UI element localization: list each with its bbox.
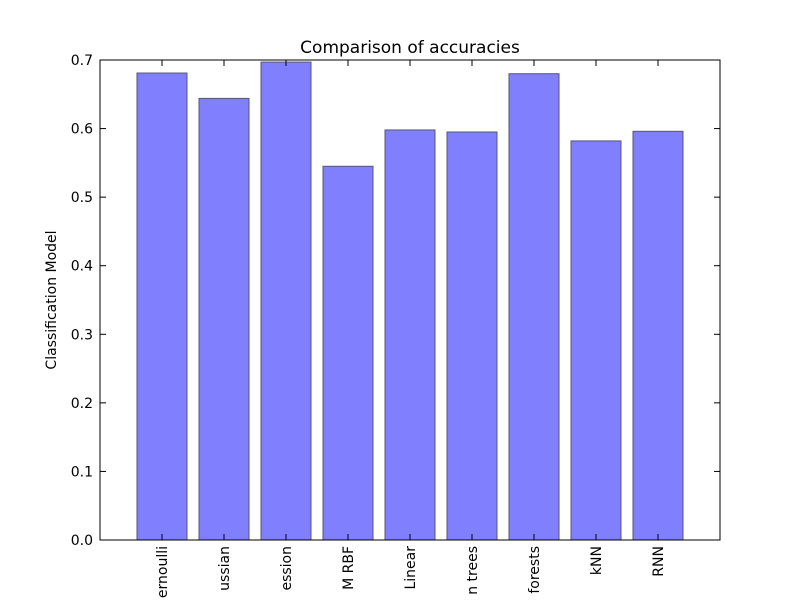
y-axis-label: Classification Model [44, 230, 60, 369]
bar-9 [632, 130, 684, 541]
x-tick-label-3: ession [279, 546, 295, 591]
y-tick-label-3: 0.3 [71, 327, 93, 343]
bars-layer [136, 61, 684, 541]
x-ticks-layer: ernoulli ussian ession M RBF Linear n trees fo… [155, 60, 667, 598]
y-tick-label-6: 0.6 [71, 122, 93, 138]
y-tick-label-1: 0.1 [71, 464, 93, 480]
x-tick-label-9: RNN [651, 546, 667, 577]
x-tick-label-8: kNN [589, 546, 605, 575]
y-tick-label-2: 0.2 [71, 396, 93, 412]
y-tick-label-7: 0.7 [71, 53, 93, 69]
bar-1 [136, 72, 188, 541]
bar-3 [260, 61, 312, 541]
x-tick-label-1: ernoulli [155, 546, 171, 598]
x-tick-label-6: n trees [465, 546, 481, 595]
x-tick-label-2: ussian [217, 546, 233, 591]
x-tick-label-7: forests [527, 546, 543, 594]
bar-7 [508, 73, 560, 541]
bar-6 [446, 131, 498, 541]
x-tick-label-4: M RBF [341, 546, 357, 590]
x-tick-label-5: Linear [403, 546, 419, 590]
y-tick-label-0: 0.0 [71, 533, 93, 549]
y-tick-label-4: 0.4 [71, 259, 93, 275]
bar-8 [570, 140, 622, 541]
bar-4 [322, 165, 374, 541]
bar-5 [384, 129, 436, 541]
y-ticks-layer: 0.0 0.1 0.2 0.3 0.4 0.5 0.6 0.7 [71, 53, 720, 549]
bar-2 [198, 97, 250, 541]
plot-frame [99, 59, 721, 541]
y-tick-label-5: 0.5 [71, 190, 93, 206]
chart-title: Comparison of accuracies [300, 38, 520, 58]
